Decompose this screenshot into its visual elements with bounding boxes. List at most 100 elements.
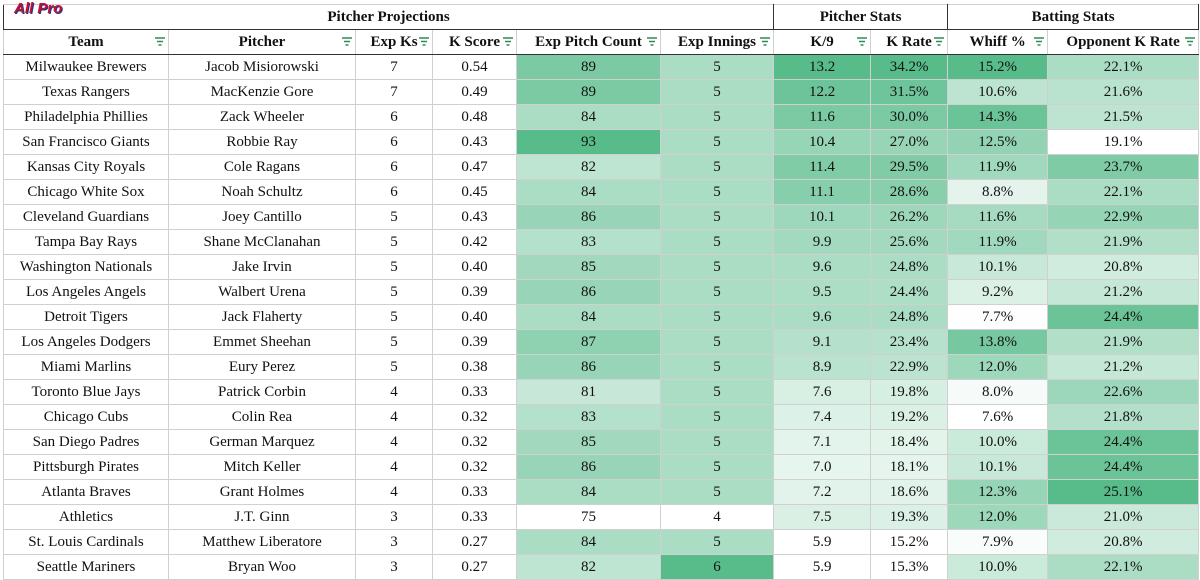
table-cell: 10.6% — [947, 79, 1049, 105]
table-cell: 27.0% — [870, 129, 949, 155]
table-cell: 9.9 — [773, 229, 872, 255]
filter-button[interactable] — [647, 37, 657, 46]
table-cell: 22.1% — [1047, 54, 1200, 80]
filter-button[interactable] — [503, 37, 513, 46]
table-cell: Jacob Misiorowski — [168, 54, 356, 80]
table-cell: Washington Nationals — [3, 254, 169, 280]
filter-button[interactable] — [857, 37, 868, 46]
table-cell: 12.5% — [947, 129, 1049, 155]
table-cell: 25.1% — [1047, 479, 1200, 505]
table-cell: 5 — [659, 79, 775, 105]
table-row: Miami Marlins Eury Perez 5 0.38 86 5 8.9 22.9% 1… — [3, 354, 1200, 380]
table-cell: 84 — [516, 104, 661, 130]
header-row: Team Pitcher Exp Ks K Score Exp Pitch Count E… — [3, 29, 1200, 55]
table-cell: 7.5 — [773, 504, 872, 530]
table-row: Washington Nationals Jake Irvin 5 0.40 85 5 9.… — [3, 254, 1200, 280]
table-cell: 21.2% — [1047, 354, 1200, 380]
table-cell: 7.9% — [947, 529, 1049, 555]
table-cell: Kansas City Royals — [3, 154, 169, 180]
table-cell: Philadelphia Phillies — [3, 104, 169, 130]
table-cell: 21.9% — [1047, 229, 1200, 255]
table-cell: 12.3% — [947, 479, 1049, 505]
table-cell: 20.8% — [1047, 529, 1200, 555]
table-cell: 31.5% — [870, 79, 949, 105]
table-cell: 5 — [659, 129, 775, 155]
table-cell: 9.1 — [773, 329, 872, 355]
table-cell: 28.6% — [870, 179, 949, 205]
table-cell: 10.1% — [947, 254, 1049, 280]
table-cell: 0.27 — [432, 529, 517, 555]
filter-button[interactable] — [934, 37, 945, 46]
table-cell: 86 — [516, 204, 661, 230]
table-cell: 86 — [516, 354, 661, 380]
table-cell: Mitch Keller — [168, 454, 356, 480]
table-cell: 93 — [516, 129, 661, 155]
table-cell: German Marquez — [168, 429, 356, 455]
table-cell: Joey Cantillo — [168, 204, 356, 230]
table-cell: 5 — [355, 204, 433, 230]
table-row: St. Louis Cardinals Matthew Liberatore 3 0.… — [3, 529, 1200, 555]
table-cell: 18.4% — [870, 429, 949, 455]
table-cell: 10.0% — [947, 429, 1049, 455]
table-cell: 22.1% — [1047, 179, 1200, 205]
table-cell: 12.0% — [947, 354, 1049, 380]
table-cell: 7.6 — [773, 379, 872, 405]
table-cell: Tampa Bay Rays — [3, 229, 169, 255]
table-cell: 3 — [355, 554, 433, 580]
table-cell: 24.4% — [870, 279, 949, 305]
table-cell: 0.38 — [432, 354, 517, 380]
table-cell: 9.2% — [947, 279, 1049, 305]
group-header: Pitcher Stats — [773, 4, 949, 30]
table-cell: 5 — [659, 204, 775, 230]
table-cell: Patrick Corbin — [168, 379, 356, 405]
table-cell: 5.9 — [773, 554, 872, 580]
column-header: Exp Innings — [659, 29, 775, 55]
table-cell: Walbert Urena — [168, 279, 356, 305]
table-cell: 24.8% — [870, 254, 949, 280]
table-row: Philadelphia Phillies Zack Wheeler 6 0.48 84… — [3, 104, 1200, 130]
table-cell: Los Angeles Angels — [3, 279, 169, 305]
table-cell: 89 — [516, 79, 661, 105]
table-cell: 84 — [516, 529, 661, 555]
table-cell: 86 — [516, 454, 661, 480]
table-cell: San Francisco Giants — [3, 129, 169, 155]
table-cell: 7.2 — [773, 479, 872, 505]
table-cell: 5 — [659, 404, 775, 430]
table-cell: 4 — [355, 454, 433, 480]
table-cell: 19.3% — [870, 504, 949, 530]
table-cell: 13.2 — [773, 54, 872, 80]
table-cell: 0.32 — [432, 454, 517, 480]
table-cell: 0.40 — [432, 254, 517, 280]
table-cell: 12.2 — [773, 79, 872, 105]
table-cell: 7.4 — [773, 404, 872, 430]
table-cell: 11.9% — [947, 229, 1049, 255]
table-cell: 11.6 — [773, 104, 872, 130]
table-cell: 7.7% — [947, 304, 1049, 330]
filter-button[interactable] — [342, 37, 352, 46]
filter-button[interactable] — [1185, 37, 1196, 46]
table-row: Milwaukee Brewers Jacob Misiorowski 7 0.54 8… — [3, 54, 1200, 80]
table-cell: 5 — [659, 304, 775, 330]
filter-button[interactable] — [155, 37, 165, 46]
table-cell: 75 — [516, 504, 661, 530]
table-cell: Seattle Mariners — [3, 554, 169, 580]
table-cell: 15.3% — [870, 554, 949, 580]
table-cell: 5.9 — [773, 529, 872, 555]
table-cell: 22.1% — [1047, 554, 1200, 580]
table-cell: Eury Perez — [168, 354, 356, 380]
table-cell: 19.8% — [870, 379, 949, 405]
column-header: K Rate — [870, 29, 949, 55]
filter-button[interactable] — [419, 37, 429, 46]
table-cell: Miami Marlins — [3, 354, 169, 380]
table-cell: 7.1 — [773, 429, 872, 455]
table-cell: 4 — [355, 379, 433, 405]
table-cell: 12.0% — [947, 504, 1049, 530]
table-cell: Jake Irvin — [168, 254, 356, 280]
table-row: Tampa Bay Rays Shane McClanahan 5 0.42 83 5 9.… — [3, 229, 1200, 255]
filter-button[interactable] — [760, 37, 771, 46]
filter-button[interactable] — [1034, 37, 1045, 46]
table-cell: 14.3% — [947, 104, 1049, 130]
table-cell: 22.6% — [1047, 379, 1200, 405]
table-cell: 5 — [355, 329, 433, 355]
table-cell: 5 — [355, 304, 433, 330]
